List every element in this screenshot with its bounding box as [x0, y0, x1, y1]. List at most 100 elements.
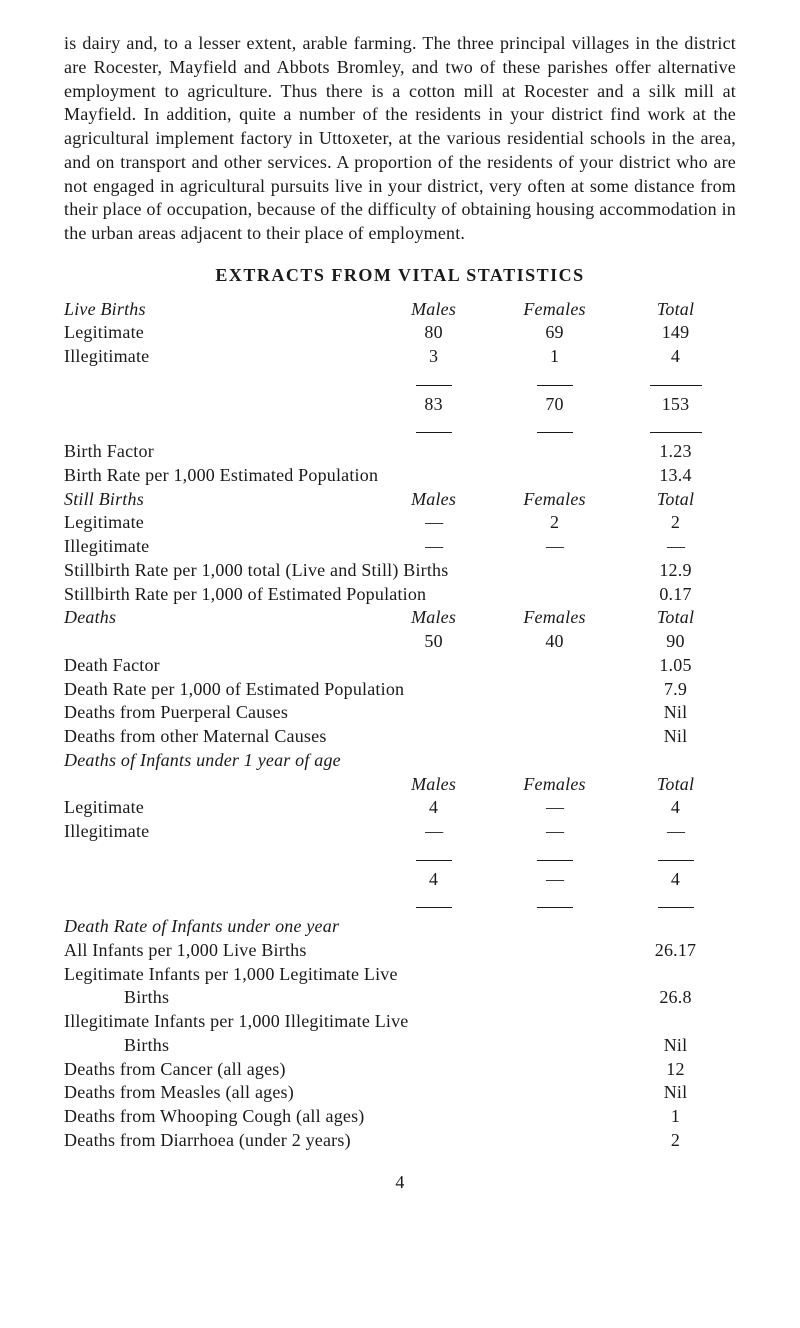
whoop-val: 1	[615, 1105, 736, 1129]
birth-factor-val: 1.23	[615, 440, 736, 464]
diarr-label: Deaths from Diarrhoea (under 2 years)	[64, 1129, 615, 1153]
rule	[650, 432, 702, 433]
sb-illegit-t: —	[615, 535, 736, 559]
inf-all-label: All Infants per 1,000 Live Births	[64, 939, 615, 963]
inf-total-t: 4	[615, 868, 736, 892]
maternal-label: Deaths from other Maternal Causes	[64, 725, 615, 749]
inf-legit-label2: Births	[64, 986, 615, 1010]
puerperal-val: Nil	[615, 701, 736, 725]
death-rate-label: Death Rate per 1,000 of Estimated Popula…	[64, 678, 615, 702]
page: is dairy and, to a lesser extent, arable…	[0, 0, 800, 1328]
lb-legit-label: Legitimate	[64, 321, 373, 345]
inf-legit-label1: Legitimate Infants per 1,000 Legitimate …	[64, 963, 736, 987]
cancer-label: Deaths from Cancer (all ages)	[64, 1058, 615, 1082]
deaths-title: Deaths	[64, 606, 373, 630]
rule	[537, 385, 573, 386]
hdr-total: Total	[615, 488, 736, 512]
sb-legit-t: 2	[615, 511, 736, 535]
death-rate-val: 7.9	[615, 678, 736, 702]
live-births-title: Live Births	[64, 298, 373, 322]
rule	[537, 432, 573, 433]
lb-illegit-m: 3	[373, 345, 494, 369]
rule-row	[64, 416, 736, 440]
lb-total-f: 70	[494, 393, 615, 417]
rule	[416, 907, 452, 908]
deaths-f: 40	[494, 630, 615, 654]
hdr-total: Total	[615, 298, 736, 322]
inf-illegit-label2: Births	[64, 1034, 615, 1058]
sb-legit-label: Legitimate	[64, 511, 373, 535]
intro-paragraph: is dairy and, to a lesser extent, arable…	[64, 32, 736, 246]
inf-illegit-label: Illegitimate	[64, 820, 373, 844]
birth-rate-label: Birth Rate per 1,000 Estimated Populatio…	[64, 464, 615, 488]
hdr-females: Females	[494, 773, 615, 797]
sb-legit-f: 2	[494, 511, 615, 535]
deaths-t: 90	[615, 630, 736, 654]
hdr-males: Males	[373, 488, 494, 512]
diarr-val: 2	[615, 1129, 736, 1153]
lb-legit-f: 69	[494, 321, 615, 345]
inf-all-val: 26.17	[615, 939, 736, 963]
sb-illegit-f: —	[494, 535, 615, 559]
rule-row	[64, 844, 736, 868]
rule	[650, 385, 702, 386]
birth-factor-label: Birth Factor	[64, 440, 615, 464]
whoop-label: Deaths from Whooping Cough (all ages)	[64, 1105, 615, 1129]
stats-table: Live Births Males Females Total Legitima…	[64, 298, 736, 1153]
hdr-total: Total	[615, 773, 736, 797]
rule-row	[64, 369, 736, 393]
hdr-females: Females	[494, 488, 615, 512]
sb-illegit-m: —	[373, 535, 494, 559]
death-factor-val: 1.05	[615, 654, 736, 678]
rule	[416, 385, 452, 386]
cancer-val: 12	[615, 1058, 736, 1082]
page-number: 4	[64, 1171, 736, 1195]
rule	[537, 860, 573, 861]
rule	[658, 860, 694, 861]
measles-val: Nil	[615, 1081, 736, 1105]
inf-illegit-f: —	[494, 820, 615, 844]
inf-legit-t: 4	[615, 796, 736, 820]
inf-legit-label: Legitimate	[64, 796, 373, 820]
still-rate-est-label: Stillbirth Rate per 1,000 of Estimated P…	[64, 583, 615, 607]
death-factor-label: Death Factor	[64, 654, 615, 678]
hdr-females: Females	[494, 606, 615, 630]
lb-total-m: 83	[373, 393, 494, 417]
inf-legit-m: 4	[373, 796, 494, 820]
rule	[537, 907, 573, 908]
inf-illegit-val: Nil	[615, 1034, 736, 1058]
inf-legit-f: —	[494, 796, 615, 820]
inf-illegit-m: —	[373, 820, 494, 844]
rule	[416, 432, 452, 433]
puerperal-label: Deaths from Puerperal Causes	[64, 701, 615, 725]
sb-illegit-label: Illegitimate	[64, 535, 373, 559]
maternal-val: Nil	[615, 725, 736, 749]
birth-rate-val: 13.4	[615, 464, 736, 488]
still-rate-total-val: 12.9	[615, 559, 736, 583]
inf-total-f: —	[494, 868, 615, 892]
inf-rate-title: Death Rate of Infants under one year	[64, 915, 736, 939]
hdr-males: Males	[373, 298, 494, 322]
inf-legit-val: 26.8	[615, 986, 736, 1010]
rule-row	[64, 891, 736, 915]
inf-total-m: 4	[373, 868, 494, 892]
inf-deaths-title: Deaths of Infants under 1 year of age	[64, 749, 736, 773]
hdr-males: Males	[373, 606, 494, 630]
rule	[416, 860, 452, 861]
sb-legit-m: —	[373, 511, 494, 535]
inf-illegit-label1: Illegitimate Infants per 1,000 Illegitim…	[64, 1010, 736, 1034]
lb-legit-t: 149	[615, 321, 736, 345]
lb-illegit-t: 4	[615, 345, 736, 369]
rule	[658, 907, 694, 908]
still-rate-est-val: 0.17	[615, 583, 736, 607]
lb-illegit-label: Illegitimate	[64, 345, 373, 369]
hdr-females: Females	[494, 298, 615, 322]
section-heading: EXTRACTS FROM VITAL STATISTICS	[64, 264, 736, 288]
lb-total-t: 153	[615, 393, 736, 417]
hdr-males: Males	[373, 773, 494, 797]
deaths-m: 50	[373, 630, 494, 654]
lb-legit-m: 80	[373, 321, 494, 345]
still-births-title: Still Births	[64, 488, 373, 512]
inf-illegit-t: —	[615, 820, 736, 844]
still-rate-total-label: Stillbirth Rate per 1,000 total (Live an…	[64, 559, 615, 583]
